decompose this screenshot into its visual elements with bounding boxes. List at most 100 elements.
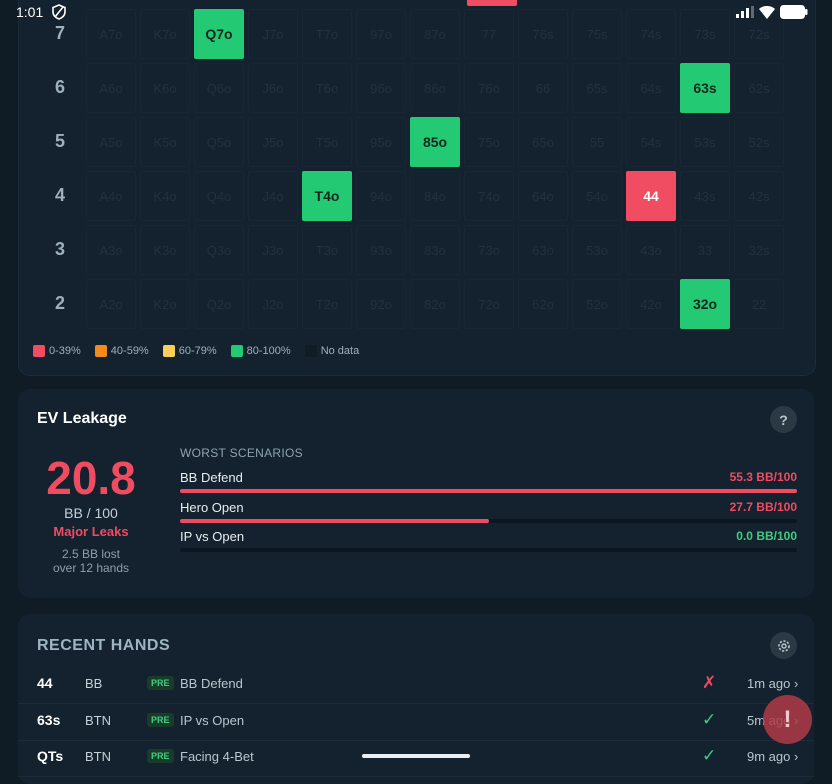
grid-row-label: 7 — [54, 23, 65, 43]
hand-cell[interactable]: T4o — [302, 171, 352, 221]
hand-cell[interactable]: 32o — [680, 279, 730, 329]
hand-cell[interactable]: J7o — [248, 9, 298, 59]
hand-cell[interactable]: 94o — [356, 171, 406, 221]
hand-cell[interactable]: 75o — [464, 117, 514, 167]
hand-cell[interactable]: T2o — [302, 279, 352, 329]
hand-cell[interactable]: A2o — [86, 279, 136, 329]
hand-cell[interactable]: J4o — [248, 171, 298, 221]
hand-cell[interactable]: K3o — [140, 225, 190, 275]
hand-cell[interactable]: 76o — [464, 63, 514, 113]
report-fab-button[interactable]: ! — [763, 695, 812, 744]
hand-cell[interactable]: 42s — [734, 171, 784, 221]
hand-cell[interactable]: K7o — [140, 9, 190, 59]
hand-cell[interactable]: 42o — [626, 279, 676, 329]
hand-cell[interactable]: 73s — [680, 9, 730, 59]
hand-cell[interactable]: K4o — [140, 171, 190, 221]
hand-cell[interactable]: 65s — [572, 63, 622, 113]
scenario-value: 55.3 BB/100 — [729, 470, 797, 484]
hand-cell[interactable]: T5o — [302, 117, 352, 167]
hand-cell[interactable]: 92o — [356, 279, 406, 329]
scenario-bar-fill — [180, 489, 797, 493]
hand-grid-card: 7 A7o K7o Q7o J7o T7o 97o 87o 77 76s 75s 74s 73s 72s 6… — [18, 0, 816, 376]
hand-cell[interactable]: 84o — [410, 171, 460, 221]
hand-cell[interactable]: K6o — [140, 63, 190, 113]
hand-cell[interactable]: T3o — [302, 225, 352, 275]
hand-cell[interactable]: 75s — [572, 9, 622, 59]
hand-cell[interactable]: A7o — [86, 9, 136, 59]
hand-cell[interactable]: 52s — [734, 117, 784, 167]
hand-cell[interactable]: Q3o — [194, 225, 244, 275]
hand-cell[interactable]: 54s — [626, 117, 676, 167]
recent-hand-row[interactable]: QTs BTN PRE Facing 4-Bet ✓ 9m ago › — [18, 740, 814, 777]
hand-cell[interactable]: 97o — [356, 9, 406, 59]
hand-cell[interactable]: 66 — [518, 63, 568, 113]
hand-cell[interactable]: 62s — [734, 63, 784, 113]
hand-cell[interactable]: 72o — [464, 279, 514, 329]
hand-cell[interactable]: Q2o — [194, 279, 244, 329]
recent-hands-card: RECENT HANDS 44 BB PRE BB Defend ✗ 1m ago › 63… — [18, 614, 814, 784]
hand-cell[interactable]: 85o — [410, 117, 460, 167]
hand-cell[interactable]: 62o — [518, 279, 568, 329]
recent-hand-row[interactable]: 44 BB PRE BB Defend ✗ 1m ago › — [18, 667, 814, 704]
hand-cell[interactable]: A4o — [86, 171, 136, 221]
hand-cell[interactable]: 53o — [572, 225, 622, 275]
hand-cell[interactable]: Q6o — [194, 63, 244, 113]
grid-legend: 0-39% 40-59% 60-79% 80-100% No data — [33, 345, 359, 357]
hand-cell[interactable]: 64o — [518, 171, 568, 221]
hand-cell[interactable]: Q4o — [194, 171, 244, 221]
hand-cell[interactable]: 63o — [518, 225, 568, 275]
hand-cell[interactable]: 77 — [464, 9, 514, 59]
hand-cell[interactable]: 54o — [572, 171, 622, 221]
hand-cell[interactable]: 86o — [410, 63, 460, 113]
hand-cell[interactable]: 55 — [572, 117, 622, 167]
hand-cell[interactable]: 95o — [356, 117, 406, 167]
hand-cell[interactable]: 43s — [680, 171, 730, 221]
hand-cell[interactable]: J5o — [248, 117, 298, 167]
home-indicator[interactable] — [362, 754, 470, 758]
hand-cell[interactable]: J3o — [248, 225, 298, 275]
hand-cell[interactable]: 65o — [518, 117, 568, 167]
hand-cell[interactable]: 53s — [680, 117, 730, 167]
hand-cell[interactable]: J6o — [248, 63, 298, 113]
hand-name: 44 — [37, 675, 53, 691]
hand-cell[interactable]: 93o — [356, 225, 406, 275]
hand-cell[interactable]: 82o — [410, 279, 460, 329]
hand-cell[interactable]: 63s — [680, 63, 730, 113]
settings-button[interactable] — [770, 632, 797, 659]
help-button[interactable]: ? — [770, 406, 797, 433]
hand-cell[interactable]: 64s — [626, 63, 676, 113]
hand-cell[interactable]: 52o — [572, 279, 622, 329]
legend-item: 80-100% — [230, 345, 291, 357]
hand-cell[interactable]: 73o — [464, 225, 514, 275]
hand-cell[interactable]: J2o — [248, 279, 298, 329]
hand-cell[interactable]: 74s — [626, 9, 676, 59]
hand-cell[interactable]: K5o — [140, 117, 190, 167]
hand-cell[interactable]: 74o — [464, 171, 514, 221]
hand-cell[interactable]: 76s — [518, 9, 568, 59]
legend-label: 60-79% — [178, 345, 217, 357]
hand-cell-clipped[interactable] — [467, 0, 517, 6]
hand-cell[interactable]: A6o — [86, 63, 136, 113]
hand-cell[interactable]: K2o — [140, 279, 190, 329]
hand-cell[interactable]: 33 — [680, 225, 730, 275]
hand-cell[interactable]: T6o — [302, 63, 352, 113]
hand-cell[interactable]: 32s — [734, 225, 784, 275]
scenario-name: IP vs Open — [180, 529, 245, 544]
hand-cell[interactable]: A3o — [86, 225, 136, 275]
grid-row-label: 5 — [54, 131, 65, 151]
ev-lost-amount: 2.5 BB lost — [61, 547, 121, 561]
hand-cell[interactable]: 43o — [626, 225, 676, 275]
hand-cell[interactable]: 87o — [410, 9, 460, 59]
legend-label: 0-39% — [49, 345, 81, 357]
grid-row-label: 4 — [54, 185, 65, 205]
hand-cell[interactable]: 22 — [734, 279, 784, 329]
hand-cell[interactable]: T7o — [302, 9, 352, 59]
hand-cell[interactable]: 83o — [410, 225, 460, 275]
hand-cell[interactable]: A5o — [86, 117, 136, 167]
hand-cell[interactable]: 44 — [626, 171, 676, 221]
hand-cell[interactable]: Q5o — [194, 117, 244, 167]
hand-cell[interactable]: 72s — [734, 9, 784, 59]
hand-cell[interactable]: Q7o — [194, 9, 244, 59]
hand-cell[interactable]: 96o — [356, 63, 406, 113]
